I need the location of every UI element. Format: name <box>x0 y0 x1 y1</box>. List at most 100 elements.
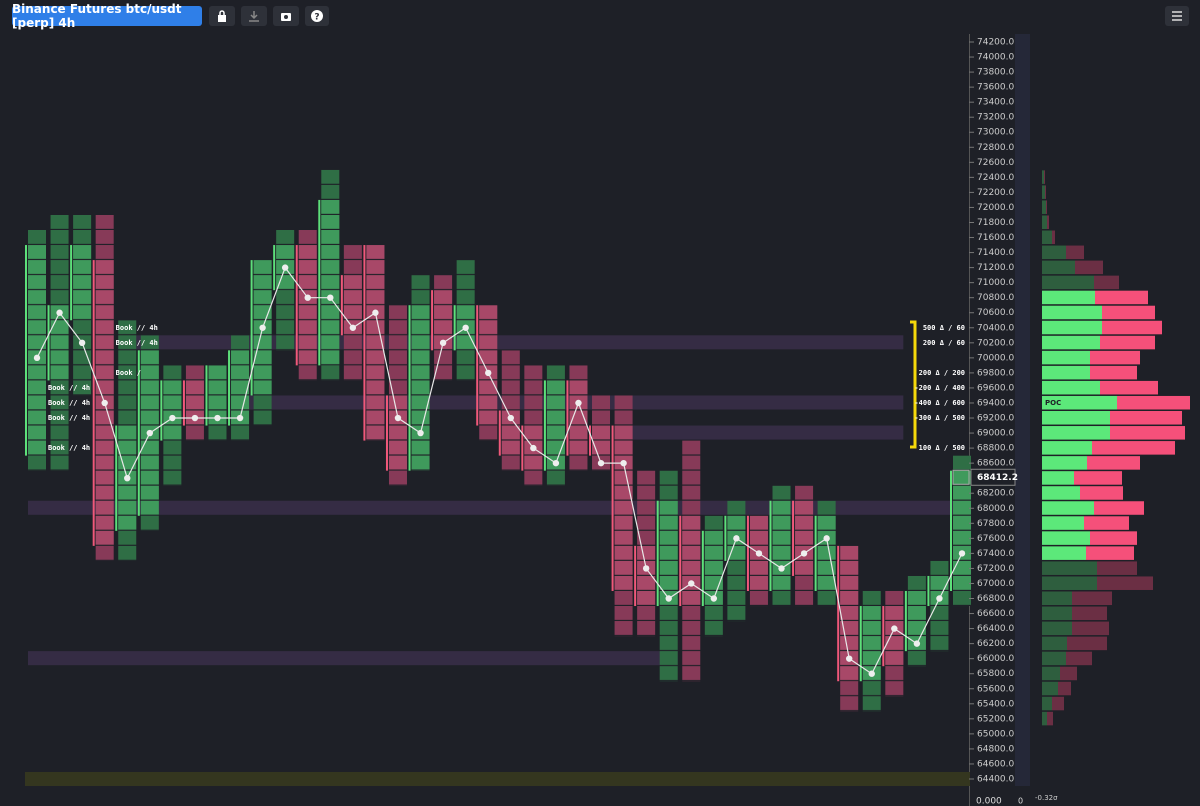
profile-sell <box>1090 350 1140 365</box>
candle-bar <box>70 245 73 321</box>
y-tick-label: 70800.0 <box>977 293 1014 303</box>
menu-button[interactable] <box>1165 6 1189 26</box>
avg-dot <box>688 580 695 587</box>
avg-dot <box>236 414 244 422</box>
poc-label: POC <box>1045 399 1061 407</box>
y-tick-label: 69800.0 <box>977 368 1014 378</box>
profile-sell <box>1072 606 1107 621</box>
profile-buy <box>1042 170 1044 184</box>
y-tick-label: 67600.0 <box>977 534 1014 544</box>
avg-dot <box>281 264 289 271</box>
candle-bar <box>228 350 231 426</box>
candle-bar <box>160 380 163 441</box>
y-tick-label: 71800.0 <box>977 218 1014 228</box>
y-tick-label: 67400.0 <box>977 549 1014 559</box>
camera-button[interactable] <box>273 6 299 26</box>
candle-body <box>28 245 46 456</box>
profile-buy <box>1042 260 1075 275</box>
avg-dot <box>372 309 379 316</box>
candle-bar <box>273 245 276 291</box>
avg-dot <box>169 414 176 422</box>
candle-body <box>659 500 678 607</box>
download-icon <box>249 11 259 22</box>
candle-bar <box>25 245 27 456</box>
lock-button[interactable] <box>209 6 235 26</box>
candle-bar <box>205 365 208 426</box>
svg-text:?: ? <box>314 13 319 23</box>
y-tick-label: 74000.0 <box>977 53 1014 63</box>
lock-icon <box>218 10 226 22</box>
profile-buy <box>1042 320 1102 335</box>
avg-dot <box>620 459 627 467</box>
y-tick-label: 72600.0 <box>977 158 1014 168</box>
candle-bar <box>543 380 546 471</box>
avg-dot <box>78 339 86 347</box>
candle-bar <box>611 425 614 591</box>
profile-buy <box>1042 651 1066 666</box>
candle-bar <box>927 575 930 607</box>
profile-sell <box>1066 651 1092 666</box>
bottom-strip <box>25 772 970 786</box>
profile-sell <box>1044 170 1045 184</box>
y-tick-label: 65200.0 <box>977 714 1014 724</box>
y-tick-label: 69000.0 <box>977 429 1014 439</box>
candle-body <box>637 545 656 607</box>
footer-zero: 0 <box>1018 797 1023 806</box>
candle-body <box>592 425 611 456</box>
profile-sell <box>1117 395 1190 410</box>
candle-bar <box>589 425 592 456</box>
profile-sell <box>1090 531 1137 545</box>
last-price-label: 68412.2 <box>977 473 1018 483</box>
y-tick-label: 68800.0 <box>977 444 1014 454</box>
profile-sell <box>1046 200 1047 214</box>
profile-buy <box>1042 395 1117 410</box>
candle-body <box>817 515 836 591</box>
candle-bar <box>792 500 795 576</box>
avg-dot <box>462 324 469 331</box>
book-label: Book // 4h <box>48 444 90 452</box>
candle-body <box>682 515 701 607</box>
y-tick-label: 66000.0 <box>977 654 1014 664</box>
candle-bar <box>295 245 298 366</box>
candle-bar <box>476 305 479 426</box>
book-band <box>614 425 904 440</box>
profile-buy <box>1042 275 1094 290</box>
download-button[interactable] <box>241 6 267 26</box>
y-tick-label: 70200.0 <box>977 338 1014 348</box>
book-label: Book // 4h <box>48 414 90 422</box>
candle-body <box>772 500 791 591</box>
candle-body <box>163 380 182 441</box>
avg-dot <box>597 459 605 467</box>
candle-bar <box>746 515 749 591</box>
candle-body <box>321 199 340 366</box>
avg-dot <box>349 324 357 331</box>
profile-buy <box>1042 486 1080 500</box>
avg-dot <box>642 565 650 572</box>
candle-body <box>953 470 971 591</box>
profile-sell <box>1102 320 1162 335</box>
candle-body <box>907 590 926 652</box>
y-tick-label: 66400.0 <box>977 624 1014 634</box>
y-tick-label: 64800.0 <box>977 744 1014 754</box>
candle-bar <box>453 305 456 351</box>
help-button[interactable]: ? <box>305 6 329 26</box>
book-label: Book / <box>116 369 141 377</box>
candle-bar <box>182 380 185 426</box>
candle-bar <box>679 515 682 607</box>
candle-bar <box>340 275 343 336</box>
profile-sell <box>1094 501 1144 515</box>
avg-dot <box>530 444 537 452</box>
candle-body <box>569 380 588 456</box>
y-tick-label: 73400.0 <box>977 98 1014 108</box>
avg-dot <box>485 369 492 377</box>
candle-body <box>298 245 317 366</box>
avg-line <box>36 266 963 675</box>
candle-body <box>343 275 362 336</box>
profile-buy <box>1042 350 1090 365</box>
y-tick-label: 69400.0 <box>977 398 1014 408</box>
avg-dot <box>214 414 221 422</box>
avg-dot <box>101 399 108 407</box>
y-tick-label: 72400.0 <box>977 173 1014 183</box>
heatmap-column <box>1015 34 1030 786</box>
candle-bar <box>92 260 95 546</box>
